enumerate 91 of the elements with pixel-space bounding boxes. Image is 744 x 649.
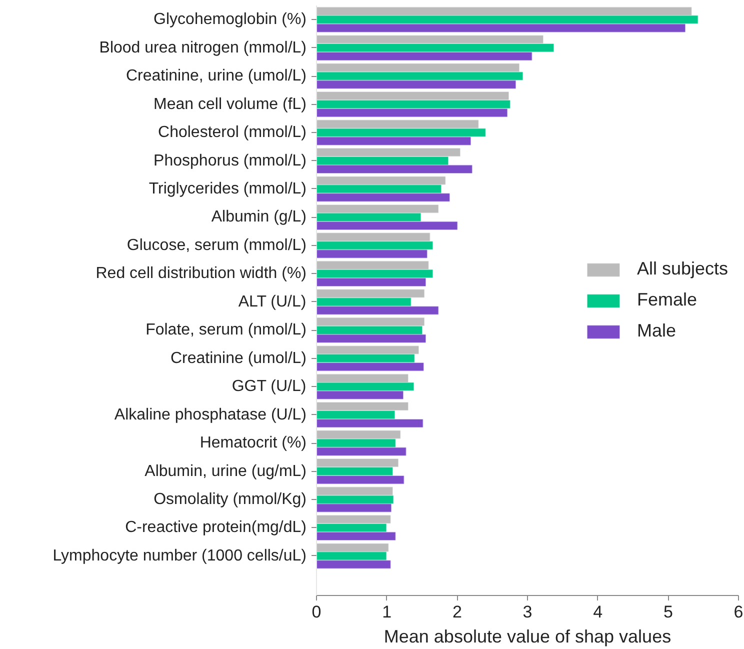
bar <box>316 108 508 118</box>
bar <box>316 289 425 298</box>
bar <box>316 523 387 532</box>
y-tick-label: Glucose, serum (mmol/L) <box>126 236 306 254</box>
bar <box>316 212 422 222</box>
bar <box>316 35 544 44</box>
bar <box>316 475 404 484</box>
bar <box>316 269 434 278</box>
y-tick-label: ALT (U/L) <box>238 293 306 310</box>
x-tick-label: 6 <box>734 602 744 622</box>
y-tick-label: Alkaline phosphatase (U/L) <box>114 406 306 424</box>
y-tick-label: Glycohemoglobin (%) <box>154 11 306 28</box>
bar <box>316 495 394 504</box>
y-tick-label: Phosphorus (mmol/L) <box>154 152 307 170</box>
bar <box>316 92 510 100</box>
bar <box>316 298 412 306</box>
bar <box>316 278 426 286</box>
bar <box>316 354 415 363</box>
y-tick-label: Triglycerides (mmol/L) <box>148 180 307 198</box>
bar <box>316 447 406 456</box>
bar <box>316 128 486 137</box>
bar <box>316 148 460 157</box>
bar <box>316 44 554 52</box>
bar <box>316 184 442 194</box>
y-tick-label: C-reactive protein(mg/dL) <box>125 519 307 536</box>
bar <box>316 346 419 354</box>
bar <box>316 410 396 420</box>
bar <box>316 532 396 541</box>
legend-label: Male <box>636 320 676 342</box>
bar <box>316 466 393 476</box>
bar <box>316 374 408 382</box>
y-tick-label: Creatinine, urine (umol/L) <box>126 68 307 85</box>
bar <box>316 362 424 372</box>
y-tick-label: Mean cell volume (fL) <box>154 96 307 113</box>
bar <box>316 232 430 242</box>
bar <box>316 334 426 343</box>
bar <box>316 156 449 166</box>
y-tick-label: Osmolality (mmol/Kg) <box>154 491 306 508</box>
bar <box>316 241 434 250</box>
bar <box>316 221 458 230</box>
x-tick-label: 4 <box>593 602 603 622</box>
y-tick-label: Lymphocyte number (1000 cells/uL) <box>52 547 307 564</box>
y-tick-label: Hematocrit (%) <box>200 434 307 452</box>
bar <box>316 204 439 214</box>
bar <box>316 80 516 89</box>
bar <box>316 250 428 258</box>
bar <box>316 260 429 270</box>
y-tick-label: Creatinine (umol/L) <box>170 350 307 367</box>
bar <box>316 382 414 391</box>
bar <box>316 24 686 32</box>
bar <box>316 430 401 439</box>
bar <box>316 317 425 326</box>
bar <box>316 438 396 448</box>
x-tick-label: 0 <box>312 602 322 622</box>
y-tick-label: Albumin (g/L) <box>211 208 307 226</box>
bar <box>316 63 520 72</box>
legend-label: All subjects <box>636 258 728 280</box>
x-axis-title: Mean absolute value of shap values <box>384 626 672 646</box>
bar <box>316 164 472 174</box>
bar <box>316 6 692 16</box>
y-tick-label: Cholesterol (mmol/L) <box>158 124 306 142</box>
bar <box>316 326 422 334</box>
bar <box>316 514 391 524</box>
bar <box>316 418 424 428</box>
x-tick-label: 2 <box>452 602 462 622</box>
bar <box>316 136 472 146</box>
bar <box>316 560 391 569</box>
y-tick-label: Blood urea nitrogen (mmol/L) <box>99 39 307 56</box>
bar <box>316 552 387 560</box>
x-tick-label: 1 <box>382 602 392 622</box>
bar <box>316 100 510 109</box>
bar <box>316 543 389 552</box>
bar <box>316 15 698 24</box>
y-tick-label: Red cell distribution width (%) <box>96 265 306 282</box>
bar <box>316 504 392 512</box>
bar <box>316 176 446 185</box>
bar <box>316 306 439 315</box>
bar <box>316 52 532 61</box>
x-tick-label: 5 <box>663 602 673 622</box>
bar <box>316 193 450 202</box>
legend-label: Female <box>636 290 697 310</box>
bar <box>316 390 404 400</box>
y-tick-label: GGT (U/L) <box>232 378 306 396</box>
bar <box>316 402 408 411</box>
y-tick-label: Folate, serum (nmol/L) <box>146 322 306 339</box>
bar <box>316 486 393 496</box>
y-tick-label: Albumin, urine (ug/mL) <box>144 462 306 480</box>
bar <box>316 120 479 128</box>
bar <box>316 458 399 468</box>
bar <box>316 72 524 80</box>
x-tick-label: 3 <box>522 602 532 622</box>
